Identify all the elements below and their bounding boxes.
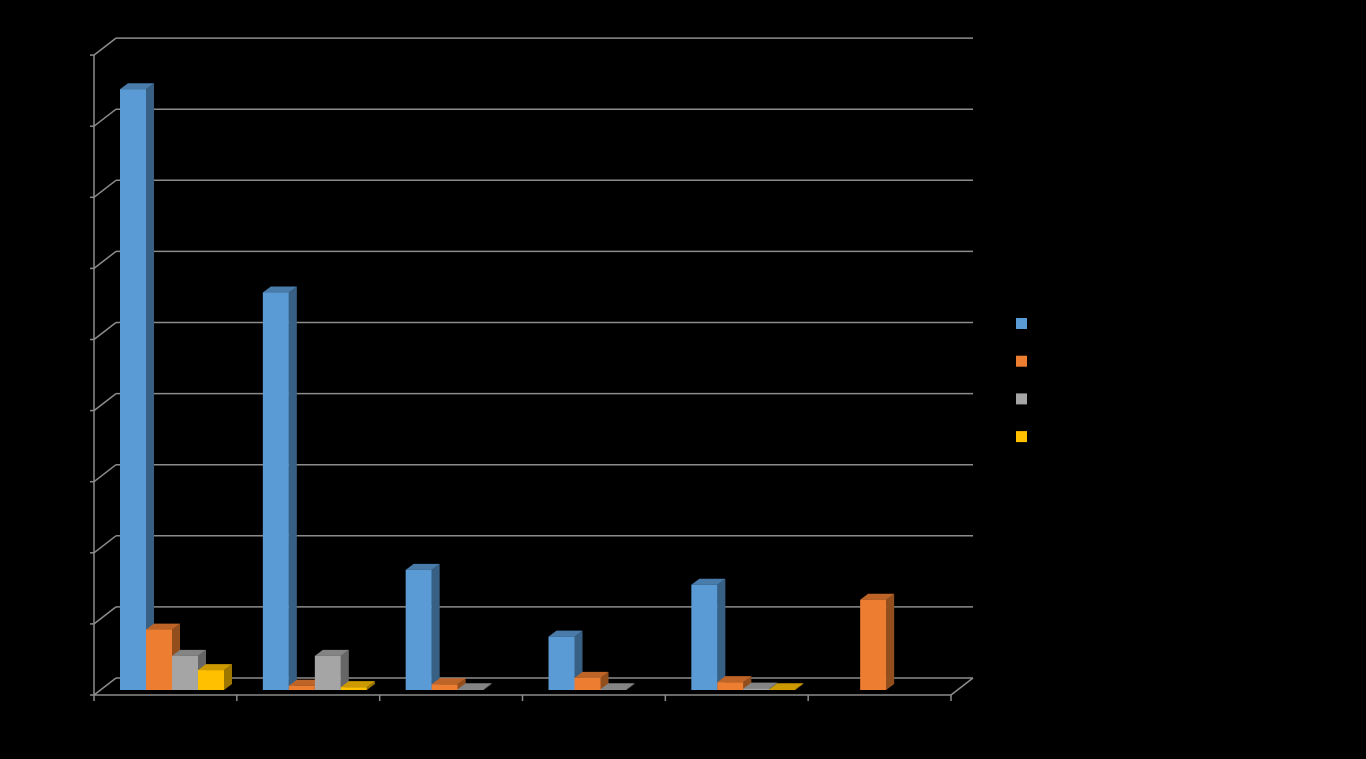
- bar-side: [743, 676, 752, 690]
- bar-front: [717, 682, 744, 690]
- bar-top: [172, 649, 206, 656]
- bar: [574, 671, 609, 690]
- bar-top: [288, 679, 323, 686]
- bar-front: [431, 684, 458, 690]
- grid-depth: [93, 393, 117, 412]
- bar-front: [548, 636, 575, 690]
- legend-swatch: [1016, 431, 1027, 443]
- bar-top: [340, 681, 375, 688]
- bar-front: [340, 687, 367, 690]
- bar-front: [172, 655, 198, 690]
- bar: [120, 83, 154, 690]
- bar-top: [146, 623, 180, 630]
- bar-top: [262, 286, 297, 293]
- bar: [717, 676, 752, 690]
- bar-front: [691, 584, 718, 690]
- bar-front: [314, 655, 341, 690]
- bar-top: [431, 678, 466, 685]
- bar-side: [483, 683, 492, 690]
- bar: [431, 678, 466, 690]
- bar-side: [224, 664, 232, 690]
- bar-top: [600, 683, 635, 690]
- bar-front: [574, 677, 601, 690]
- bar-side: [146, 83, 154, 690]
- bar: [691, 578, 726, 690]
- bar-top: [769, 683, 804, 690]
- bar-front: [146, 629, 172, 690]
- bar: [860, 593, 895, 690]
- bar-front: [743, 688, 770, 690]
- grid-depth: [93, 321, 117, 341]
- bar-front: [198, 670, 224, 690]
- bar-side: [457, 678, 466, 690]
- grid-depth: [93, 179, 117, 198]
- grid-depth: [93, 108, 117, 127]
- bar-top: [120, 83, 154, 90]
- bar: [769, 683, 804, 690]
- bar: [146, 623, 180, 690]
- bar-top: [314, 649, 349, 656]
- bar-top: [457, 683, 492, 690]
- bar-side: [366, 681, 375, 690]
- bar-side: [886, 593, 895, 690]
- grid-depth: [93, 37, 117, 56]
- bar-top: [860, 593, 895, 600]
- legend-swatch: [1016, 393, 1027, 405]
- bar: [262, 286, 297, 690]
- bar-side: [795, 683, 804, 690]
- bar: [405, 563, 440, 690]
- bar-front: [769, 689, 796, 690]
- legend-swatch: [1016, 318, 1027, 329]
- grid-depth: [93, 535, 117, 554]
- bar-side: [288, 286, 297, 690]
- bar-top: [198, 664, 232, 671]
- legend-swatch: [1016, 355, 1027, 367]
- bar-front: [262, 292, 289, 690]
- grid-depth: [93, 677, 117, 696]
- bar-side: [431, 563, 440, 690]
- bar-front: [405, 569, 432, 690]
- bar-front: [120, 89, 146, 690]
- bar-front: [600, 689, 627, 690]
- bar: [172, 649, 206, 690]
- floor-edge: [950, 677, 974, 696]
- bar-top: [691, 578, 726, 585]
- bar-top: [574, 671, 609, 678]
- bar-front: [860, 599, 887, 690]
- bar-top: [743, 682, 778, 689]
- bar-top: [717, 676, 752, 683]
- bar-side: [340, 649, 349, 690]
- bar: [457, 683, 492, 690]
- bar-side: [717, 578, 726, 690]
- bar: [600, 683, 635, 690]
- bar-front: [457, 689, 484, 690]
- bar: [314, 649, 349, 690]
- bar-top: [405, 563, 440, 570]
- bar-side: [626, 683, 635, 690]
- bar-top: [548, 630, 583, 637]
- grid-depth: [93, 250, 117, 269]
- bar: [198, 664, 232, 690]
- grid-depth: [93, 606, 117, 625]
- grid-depth: [93, 464, 117, 483]
- bar-front: [288, 685, 315, 690]
- bar: [340, 681, 375, 690]
